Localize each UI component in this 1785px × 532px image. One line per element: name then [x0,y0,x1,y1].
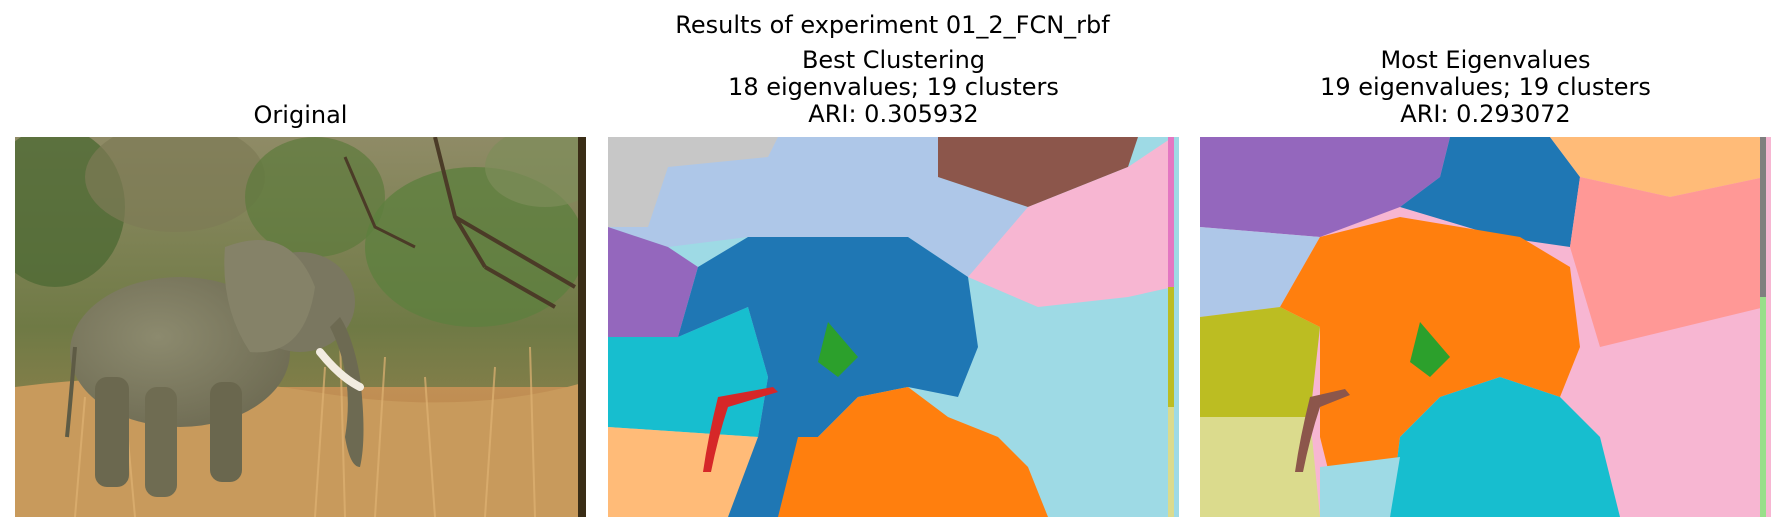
panel-title-line: ARI: 0.293072 [1400,100,1571,128]
most-eigenvalues-segmentation [1200,137,1771,517]
most-eigenvalues-image [1200,137,1771,517]
panel-title-best-clustering: Best Clustering 18 eigenvalues; 19 clust… [608,47,1179,128]
original-image [15,137,586,517]
best-clustering-image [608,137,1179,517]
figure-suptitle: Results of experiment 01_2_FCN_rbf [675,11,1110,39]
panel-title-line: 19 eigenvalues; 19 clusters [1320,73,1651,101]
panel-title-original: Original [15,102,586,129]
panel-title-line: ARI: 0.305932 [808,100,979,128]
panel-title-most-eigenvalues: Most Eigenvalues 19 eigenvalues; 19 clus… [1200,47,1771,128]
original-image-drawing [15,137,586,517]
panel-title-line: Best Clustering [801,46,986,74]
best-clustering-segmentation [608,137,1179,517]
panel-title-line: Most Eigenvalues [1380,46,1591,74]
panel-title-line: Original [253,101,348,129]
panel-title-line: 18 eigenvalues; 19 clusters [728,73,1059,101]
